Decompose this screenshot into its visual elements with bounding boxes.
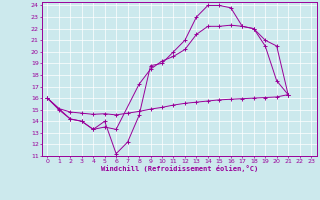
X-axis label: Windchill (Refroidissement éolien,°C): Windchill (Refroidissement éolien,°C) xyxy=(100,165,258,172)
